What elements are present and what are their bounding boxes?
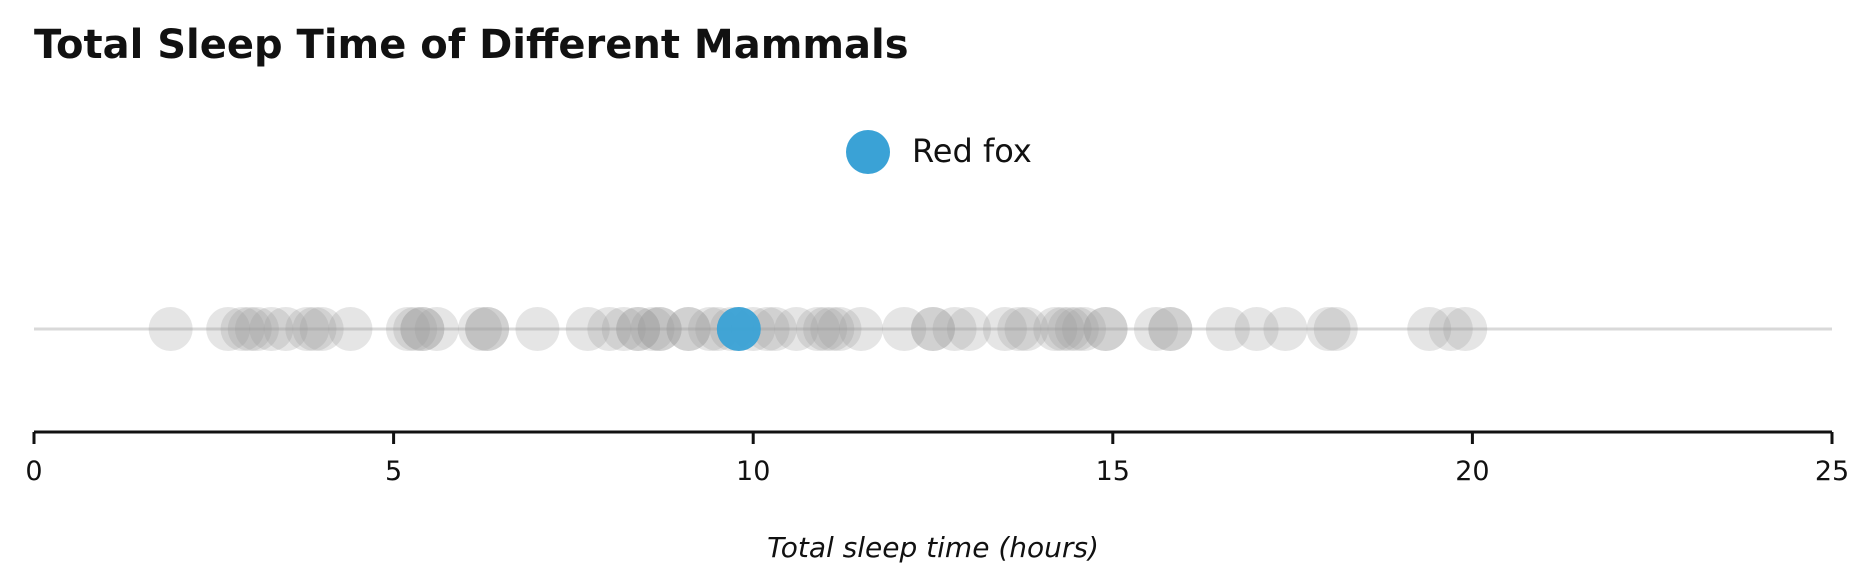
x-tick-label: 25 (1815, 456, 1849, 487)
data-point (616, 307, 661, 351)
data-point (1033, 307, 1078, 351)
data-point (1047, 307, 1092, 351)
data-point (1148, 307, 1193, 351)
data-point (227, 307, 272, 351)
data-point (616, 307, 661, 351)
legend-marker-red-fox (846, 130, 890, 174)
legend: Red fox (846, 130, 1032, 174)
data-point (385, 307, 430, 351)
data-point (810, 307, 855, 351)
x-tick-label: 0 (25, 456, 42, 487)
data-point (839, 307, 884, 351)
data-point (946, 307, 991, 351)
data-point (803, 307, 848, 351)
data-point (637, 307, 682, 351)
data-point (1205, 307, 1250, 351)
data-point (457, 307, 502, 351)
data-point (997, 307, 1042, 351)
data-point (666, 307, 711, 351)
data-point (292, 307, 337, 351)
data-point (795, 307, 840, 351)
data-point (285, 307, 330, 351)
data-point (882, 307, 927, 351)
data-point (911, 307, 955, 351)
data-point (1004, 307, 1049, 351)
data-point (1062, 307, 1107, 351)
data-points (148, 307, 1488, 351)
data-point (1306, 307, 1351, 351)
data-point (148, 307, 193, 351)
data-point (249, 307, 294, 351)
data-point (1407, 307, 1452, 351)
data-point (1054, 307, 1099, 351)
data-point (263, 307, 308, 351)
data-point (752, 307, 797, 351)
x-tick-label: 10 (736, 456, 770, 487)
data-point (601, 307, 646, 351)
data-point (1428, 307, 1473, 351)
data-point-red-fox (716, 307, 761, 351)
x-tick-label: 15 (1096, 456, 1130, 487)
data-point (1083, 307, 1128, 351)
data-point (982, 307, 1027, 351)
data-point (234, 307, 279, 351)
data-point (465, 307, 510, 351)
data-point (414, 307, 459, 351)
data-point (817, 307, 862, 351)
data-point (565, 307, 610, 351)
data-point (515, 307, 560, 351)
x-tick-label: 20 (1455, 456, 1489, 487)
legend-label-red-fox: Red fox (912, 132, 1032, 170)
data-point (1443, 307, 1488, 351)
data-point (637, 307, 682, 351)
data-point (1083, 307, 1128, 351)
data-point (1148, 307, 1193, 351)
data-point (1040, 307, 1085, 351)
chart-title: Total Sleep Time of Different Mammals (34, 22, 909, 68)
data-point (328, 307, 373, 351)
data-point (1313, 307, 1358, 351)
data-point (630, 307, 675, 351)
data-point (666, 307, 711, 351)
data-point (206, 307, 251, 351)
x-axis-ticks: 0 5 10 15 20 25 (25, 432, 1849, 487)
data-point (932, 307, 977, 351)
data-point (400, 307, 445, 351)
data-point (299, 307, 344, 351)
data-point (774, 307, 819, 351)
x-axis-title: Total sleep time (hours) (767, 531, 1099, 564)
data-point (911, 307, 955, 351)
data-point (1133, 307, 1178, 351)
data-point (220, 307, 265, 351)
x-axis: 0 5 10 15 20 25 (25, 430, 1849, 487)
data-point (1234, 307, 1279, 351)
data-point (465, 307, 510, 351)
data-point (400, 307, 445, 351)
data-point (393, 307, 438, 351)
data-point (587, 307, 632, 351)
x-tick-label: 5 (385, 456, 402, 487)
data-point (1263, 307, 1308, 351)
